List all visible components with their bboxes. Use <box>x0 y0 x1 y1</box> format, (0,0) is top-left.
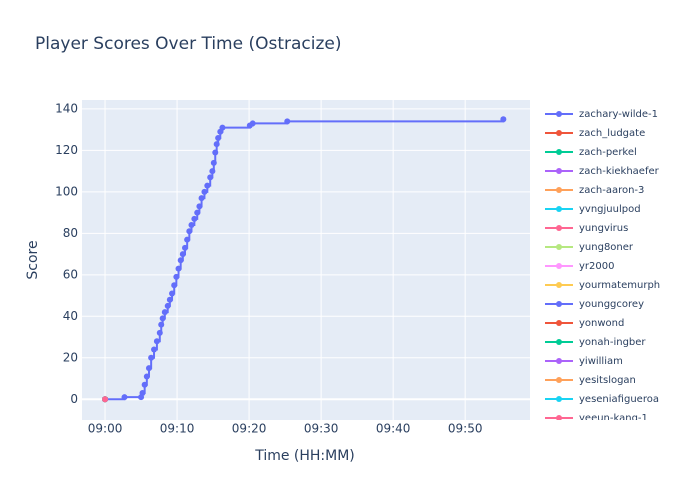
legend-label: yourmatemurph <box>579 280 660 291</box>
data-point <box>186 228 193 235</box>
legend-label: yeseniafigueroa <box>579 394 659 405</box>
data-point <box>177 257 184 264</box>
y-tick-label: 20 <box>63 350 78 364</box>
plot-background <box>82 100 530 420</box>
data-point <box>121 394 128 401</box>
data-point <box>151 346 158 353</box>
data-point <box>175 265 182 272</box>
data-point <box>181 244 188 251</box>
y-tick-label: 40 <box>63 309 78 323</box>
legend-marker <box>556 130 562 136</box>
legend-label: zach-aaron-3 <box>579 185 644 196</box>
legend-label: zach-perkel <box>579 147 637 158</box>
y-tick-label: 120 <box>55 143 78 157</box>
x-tick-label: 09:30 <box>304 422 339 436</box>
legend-marker <box>556 377 562 383</box>
data-point <box>196 203 203 210</box>
data-point <box>141 381 148 388</box>
data-point <box>201 188 208 195</box>
data-point <box>171 282 178 289</box>
legend-marker <box>556 149 562 155</box>
data-point <box>148 354 155 361</box>
legend-marker <box>556 244 562 250</box>
legend-marker <box>556 415 562 420</box>
data-point <box>500 116 507 123</box>
data-point <box>153 338 160 345</box>
x-tick-label: 09:20 <box>232 422 267 436</box>
y-tick-label: 60 <box>63 267 78 281</box>
y-tick-label: 100 <box>55 184 78 198</box>
data-point <box>188 222 195 229</box>
data-point <box>164 302 171 309</box>
legend: zachary-wilde-1 zach_ludgate zach-perkel za… <box>545 109 660 424</box>
data-point <box>139 390 146 397</box>
y-tick-label: 140 <box>55 101 78 115</box>
y-tick-label: 80 <box>63 226 78 240</box>
x-axis-title: Time (HH:MM) <box>254 448 355 464</box>
legend-label: yungvirus <box>579 223 628 234</box>
legend-marker <box>556 111 562 117</box>
legend-label: yr2000 <box>579 261 614 272</box>
x-tick-label: 09:10 <box>160 422 195 436</box>
legend-marker <box>556 187 562 193</box>
data-point <box>204 182 211 189</box>
data-point <box>173 273 180 280</box>
data-point <box>161 309 168 316</box>
data-point <box>156 329 163 336</box>
x-tick-label: 09:40 <box>376 422 411 436</box>
y-axis-title: Score <box>25 240 41 279</box>
data-point <box>215 134 222 141</box>
legend-label: yvngjuulpod <box>579 204 641 215</box>
data-point <box>209 168 216 175</box>
legend-label: yesitslogan <box>579 375 636 386</box>
data-point <box>213 141 220 148</box>
data-point <box>210 159 217 166</box>
data-point <box>284 118 291 125</box>
legend-marker <box>556 358 562 364</box>
legend-label: yonah-ingber <box>579 337 646 348</box>
legend-label: yeeun-kang-1 <box>579 413 648 424</box>
x-tick-label: 09:50 <box>448 422 483 436</box>
legend-marker <box>556 301 562 307</box>
legend-label: yiwilliam <box>579 356 623 367</box>
legend-marker <box>556 282 562 288</box>
data-point <box>145 365 152 372</box>
legend-label: zach_ludgate <box>579 128 645 139</box>
data-point <box>191 215 198 222</box>
legend-marker <box>556 320 562 326</box>
data-point <box>102 396 109 403</box>
legend-label: zachary-wilde-1 <box>579 109 658 120</box>
data-point <box>166 296 173 303</box>
legend-label: yung8oner <box>579 242 634 253</box>
data-point <box>158 321 165 328</box>
y-tick-label: 0 <box>70 392 78 406</box>
x-tick-label: 09:00 <box>88 422 123 436</box>
legend-marker <box>556 168 562 174</box>
chart-title: Player Scores Over Time (Ostracize) <box>35 34 342 54</box>
data-point <box>169 290 176 297</box>
legend-label: yonwond <box>579 318 624 329</box>
legend-label: zach-kiekhaefer <box>579 166 660 177</box>
data-point <box>184 236 191 243</box>
data-point <box>249 120 256 127</box>
data-point <box>194 209 201 216</box>
data-point <box>219 124 226 131</box>
data-point <box>143 373 150 380</box>
data-point <box>207 174 214 181</box>
legend-label: younggcorey <box>579 299 644 310</box>
legend-marker <box>556 206 562 212</box>
legend-marker <box>556 263 562 269</box>
data-point <box>159 315 166 322</box>
legend-marker <box>556 396 562 402</box>
legend-marker <box>556 225 562 231</box>
data-point <box>212 149 219 156</box>
legend-marker <box>556 339 562 345</box>
data-point <box>179 251 186 258</box>
data-point <box>198 195 205 202</box>
